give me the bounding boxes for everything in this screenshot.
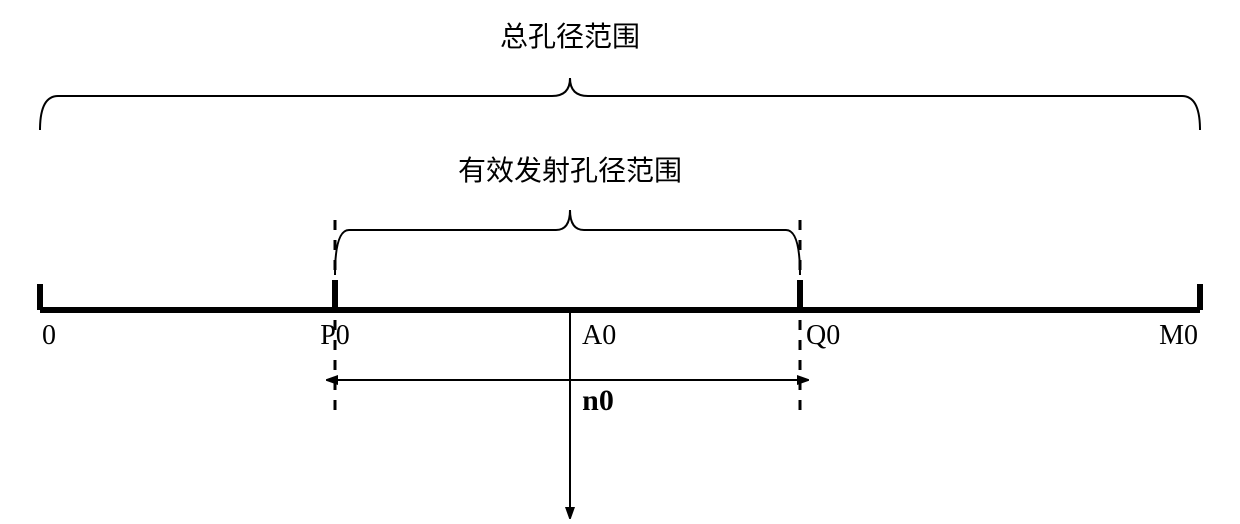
tick-p0-label: P0 bbox=[320, 320, 350, 351]
total-aperture-brace bbox=[40, 78, 1200, 130]
total-aperture-label: 总孔径范围 bbox=[500, 21, 640, 53]
effective-aperture-brace bbox=[335, 210, 800, 275]
tick-m0-label: M0 bbox=[1159, 320, 1198, 351]
tick-q0-label: Q0 bbox=[806, 320, 840, 351]
effective-aperture-label: 有效发射孔径范围 bbox=[458, 155, 682, 187]
tick-0-label: 0 bbox=[42, 320, 56, 351]
tick-a0-label: A0 bbox=[582, 320, 616, 351]
n0-label: n0 bbox=[582, 384, 614, 417]
